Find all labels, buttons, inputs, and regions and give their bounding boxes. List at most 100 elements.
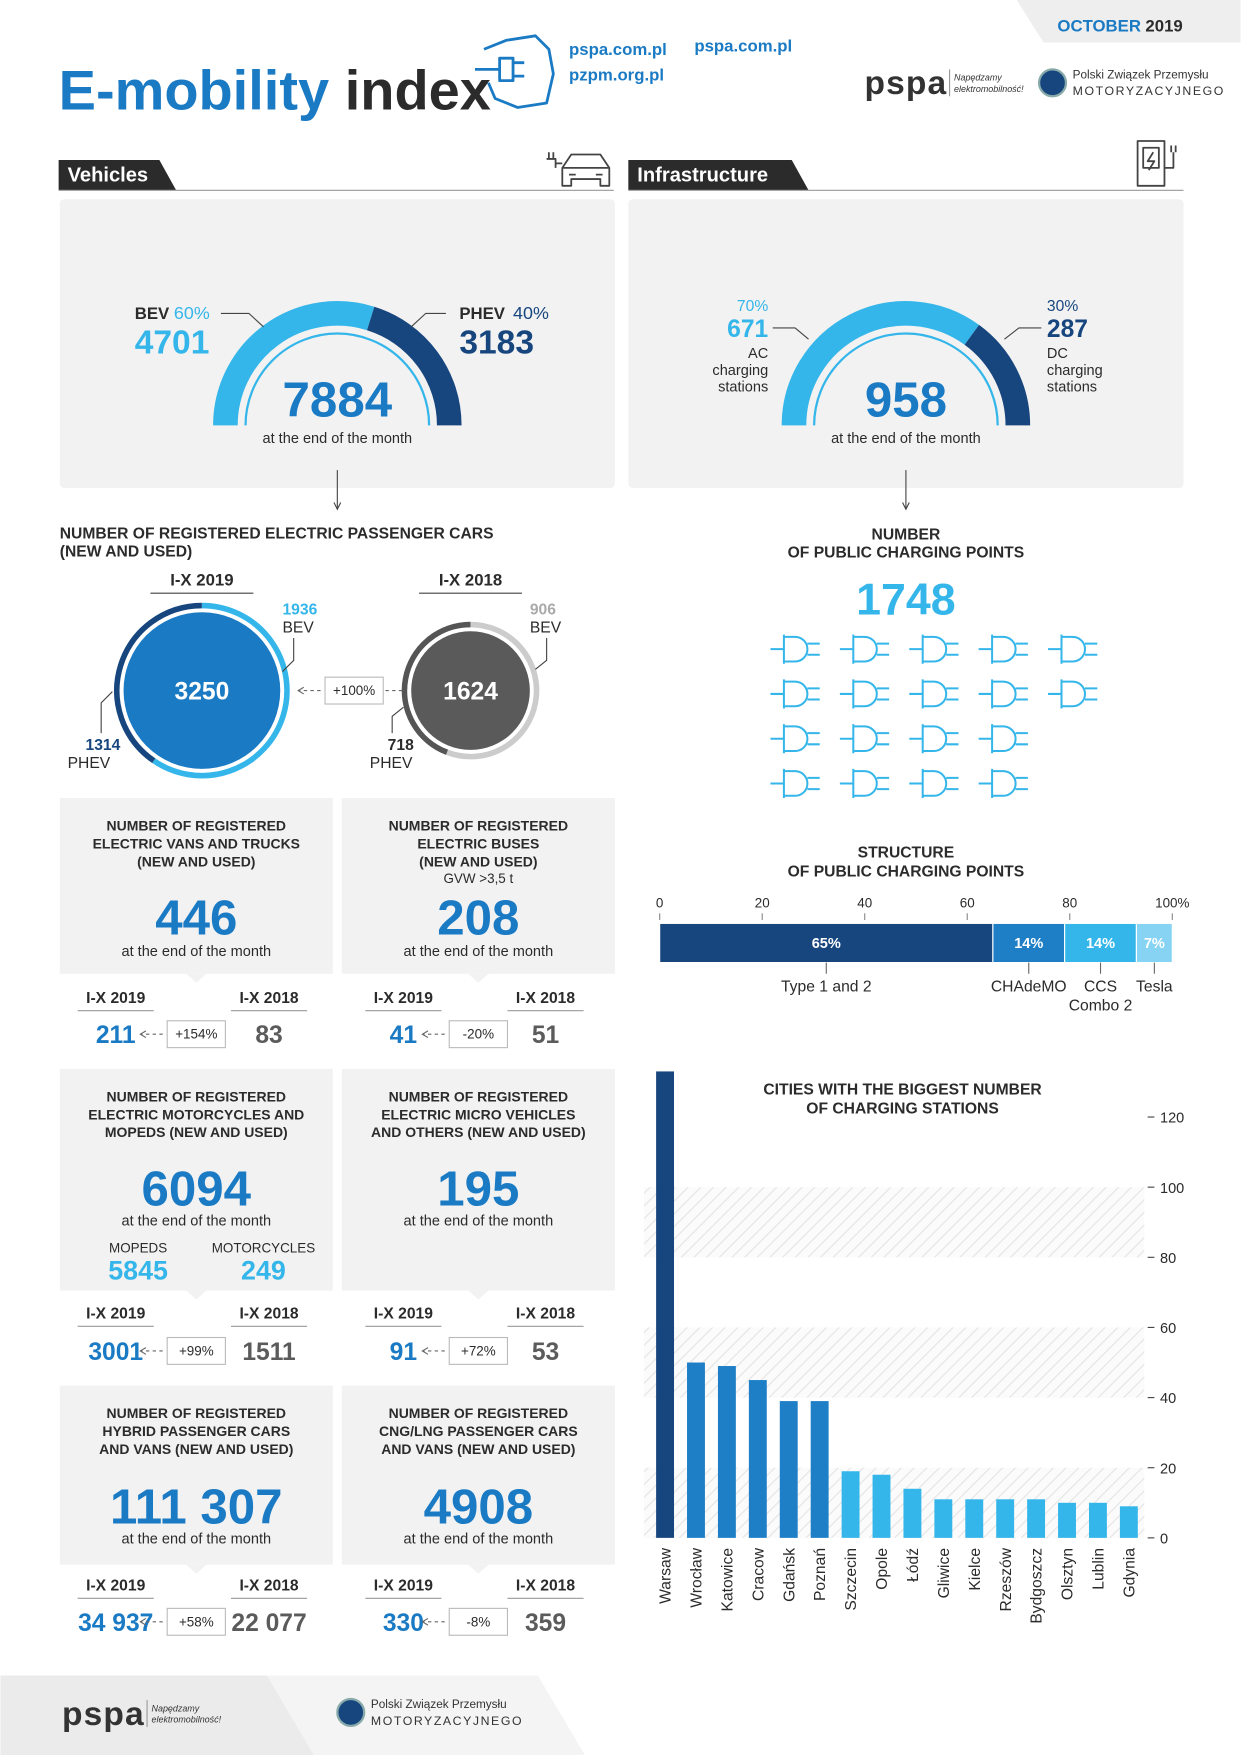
y-tick-label: 0 <box>1160 1531 1168 1547</box>
panel-title: (NEW AND USED) <box>419 853 537 869</box>
x-tick-label: Kielce <box>967 1548 984 1591</box>
value-label: 14% <box>1014 936 1043 952</box>
link[interactable]: pspa.com.pl <box>694 36 792 55</box>
panel-value: 195 <box>437 1161 519 1216</box>
phev-count: 718 <box>388 737 414 754</box>
current-value: 330 <box>383 1610 424 1637</box>
bev-label: BEV <box>135 304 170 323</box>
change-value: +58% <box>179 1614 214 1629</box>
date-year: 2019 <box>1145 16 1182 35</box>
bev-label: BEV <box>530 619 562 636</box>
panel-value: 111 307 <box>110 1479 283 1534</box>
bev-count: 1936 <box>282 601 317 618</box>
period-label: I-X 2019 <box>374 990 433 1007</box>
period-label: I-X 2019 <box>86 990 145 1007</box>
bar <box>965 1499 984 1538</box>
legend-label-box: Tesla <box>1136 977 1173 996</box>
panel-notch <box>468 1564 489 1574</box>
bubble-total: 1624 <box>443 679 498 706</box>
down-arrow-head <box>333 502 342 511</box>
bev-value: 4701 <box>135 325 210 362</box>
panel <box>341 1385 615 1565</box>
pspa-tagline: Napędzamy <box>954 73 1002 83</box>
ac-value: 671 <box>727 316 768 343</box>
x-tick-label: Olsztyn <box>1060 1548 1077 1600</box>
previous-value: 359 <box>525 1610 566 1637</box>
plug-icon <box>978 679 1028 709</box>
panel-value: 6094 <box>142 1161 252 1216</box>
gauge-total: 958 <box>865 372 947 427</box>
period-label: I-X 2018 <box>516 1577 575 1594</box>
grid-band <box>644 1187 1145 1258</box>
gauge-inner-arc <box>813 332 999 426</box>
chart-title: STRUCTURE <box>858 844 955 861</box>
bar <box>656 1071 675 1538</box>
split-value: 5845 <box>108 1255 168 1285</box>
ac-label: AC <box>748 346 768 362</box>
pzpm-name: MOTORYZACYJNEGO <box>1073 84 1225 98</box>
section-title: Infrastructure <box>637 164 768 186</box>
footer-band-light <box>266 1675 585 1755</box>
change-value: +99% <box>179 1343 214 1358</box>
change-box <box>448 1607 509 1636</box>
period-label: I-X 2018 <box>516 990 575 1007</box>
change-box <box>448 1336 509 1365</box>
link[interactable]: pzpm.org.pl <box>569 66 664 85</box>
chart-title: OF CHARGING STATIONS <box>806 1101 999 1118</box>
period-label: I-X 2019 <box>170 570 233 589</box>
link[interactable]: pspa.com.pl <box>569 40 667 59</box>
y-tick-label: 60 <box>1160 1321 1176 1337</box>
split-value: 249 <box>241 1255 286 1285</box>
change-value: +154% <box>175 1027 217 1042</box>
plug-icon <box>978 724 1028 754</box>
plug-icon <box>839 634 890 664</box>
dc-label: DC <box>1047 346 1068 362</box>
plug-icon <box>770 724 820 754</box>
panel-title: NUMBER OF REGISTERED <box>107 817 286 833</box>
panel-title: NUMBER OF REGISTERED <box>107 1405 286 1421</box>
section-subtitle: NUMBER OF REGISTERED ELECTRIC PASSENGER … <box>60 525 494 542</box>
panel-value: 208 <box>437 891 519 946</box>
bar <box>934 1499 953 1538</box>
x-tick-label: 0 <box>656 896 663 911</box>
pspa-tagline: elektromobilność! <box>152 1715 222 1725</box>
panel-title: AND VANS (NEW AND USED) <box>381 1441 575 1457</box>
panel-title: NUMBER OF REGISTERED <box>107 1088 286 1104</box>
leader <box>282 637 295 672</box>
ring-bev <box>446 621 540 760</box>
bar <box>1027 1499 1046 1538</box>
phev-label: PHEV <box>68 755 111 772</box>
y-tick-label: 20 <box>1160 1461 1176 1477</box>
pspa-tagline: Napędzamy <box>152 1703 200 1713</box>
gauge-total: 7884 <box>283 372 393 427</box>
pspa-logo: pspa <box>864 65 947 102</box>
section-tab <box>628 160 809 191</box>
panel-title: ELECTRIC BUSES <box>417 835 539 851</box>
panel-title: NUMBER OF REGISTERED <box>389 817 568 833</box>
panel <box>59 1385 333 1565</box>
section-subtitle: OF PUBLIC CHARGING POINTS <box>788 544 1025 561</box>
chart-title: OF PUBLIC CHARGING POINTS <box>788 863 1025 880</box>
segment-name: CHAdeMO <box>990 977 1067 996</box>
pzpm-name: Polski Związek Przemysłu <box>371 1698 507 1711</box>
bar <box>687 1362 705 1538</box>
pzpm-emblem <box>336 1697 366 1728</box>
leader <box>1004 327 1042 340</box>
previous-value: 1511 <box>242 1339 295 1366</box>
poland-plug-icon <box>474 34 555 109</box>
panel <box>628 199 1184 488</box>
pzpm-name: MOTORYZACYJNEGO <box>371 1714 523 1728</box>
segment-name: Tesla <box>1136 977 1173 996</box>
leader <box>100 691 113 734</box>
bar <box>1119 1506 1138 1538</box>
segment-name: Type 1 and 2 <box>780 977 872 996</box>
change-box <box>324 676 384 705</box>
big-number: 1748 <box>856 574 956 624</box>
section-icon <box>546 152 611 187</box>
section-subtitle: NUMBER <box>872 526 941 543</box>
y-tick-label: 120 <box>1160 1111 1184 1127</box>
leader <box>391 706 404 734</box>
legend-label-box: CCS Combo 2 <box>1069 977 1133 1014</box>
change-value: +100% <box>333 683 375 698</box>
